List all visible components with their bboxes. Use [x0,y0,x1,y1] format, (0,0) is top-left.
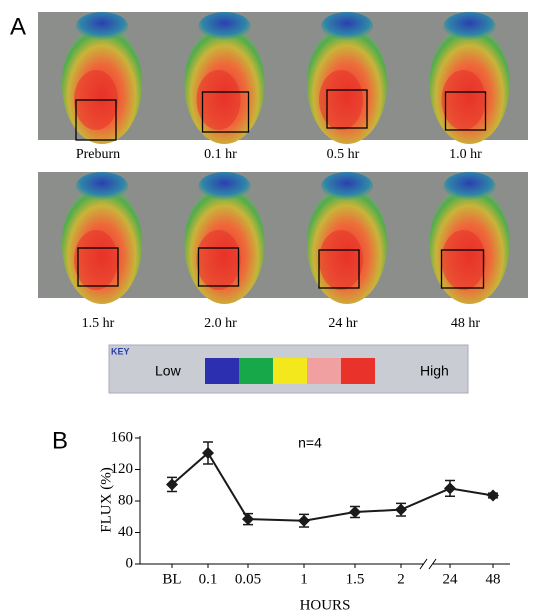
burn-box [197,247,240,287]
key-swatch [205,358,239,384]
thermal-head [321,172,373,200]
burn-box [75,99,117,141]
data-line [171,451,494,522]
y-tick-label: 160 [111,429,134,445]
burn-box [318,249,360,289]
data-point [349,506,361,519]
thermal-body [441,70,486,130]
x-tick-label: BL [162,571,181,587]
annotation: n=4 [298,435,322,451]
thermal-head [443,172,496,200]
thermal-head [76,12,128,40]
key-box [108,344,469,394]
thermal-head [321,12,373,40]
image-label: 0.5 hr [327,147,360,162]
y-tick-label: 120 [111,461,134,477]
y-axis-label: FLUX (%) [98,467,114,532]
thermal-body [196,230,241,290]
image-label: 48 hr [451,316,481,331]
thermal-body [441,230,486,290]
thermal-body [196,70,241,130]
x-tick-label: 1.5 [346,571,365,587]
thermal-head [76,172,128,200]
x-axis-label: HOURS [300,597,351,613]
key-swatch [273,358,307,384]
y-tick-label: 0 [126,555,134,571]
panel-label: B [52,427,68,454]
x-tick-label: 1 [300,571,308,587]
burn-box [201,91,250,133]
thermal-body [319,230,363,290]
panel-label: A [10,13,26,40]
burn-box [326,89,368,129]
key-high: High [420,363,449,379]
thermal-head [198,172,251,200]
image-label: 1.5 hr [82,316,115,331]
y-tick-label: 40 [118,524,133,540]
x-tick-label: 48 [486,571,501,587]
burn-box [77,247,119,287]
x-tick-label: 0.1 [199,571,218,587]
y-tick-label: 80 [118,492,133,508]
data-point [487,489,499,502]
data-point [202,446,214,459]
thermal-body [319,70,363,130]
axis-break [428,558,437,570]
x-tick-label: 24 [443,571,459,587]
burn-box [440,249,485,289]
image-label: Preburn [76,147,120,162]
image-label: 2.0 hr [204,316,237,331]
image-label: 24 hr [328,316,358,331]
key-swatch [341,358,375,384]
thermal-body [74,230,118,290]
key-title: KEY [111,346,130,356]
thermal-head [443,12,496,40]
image-label: 0.1 hr [204,147,237,162]
x-tick-label: 2 [397,571,405,587]
data-point [242,513,254,526]
image-label: 1.0 hr [449,147,482,162]
data-point [298,514,310,527]
key-swatch [239,358,273,384]
data-point [444,482,456,495]
x-tick-label: 0.05 [235,571,261,587]
key-low: Low [155,363,182,379]
burn-box [444,91,487,131]
data-point [395,503,407,516]
key-swatch [307,358,341,384]
thermal-head [198,12,251,40]
axis-break [419,558,428,570]
data-point [166,478,178,491]
